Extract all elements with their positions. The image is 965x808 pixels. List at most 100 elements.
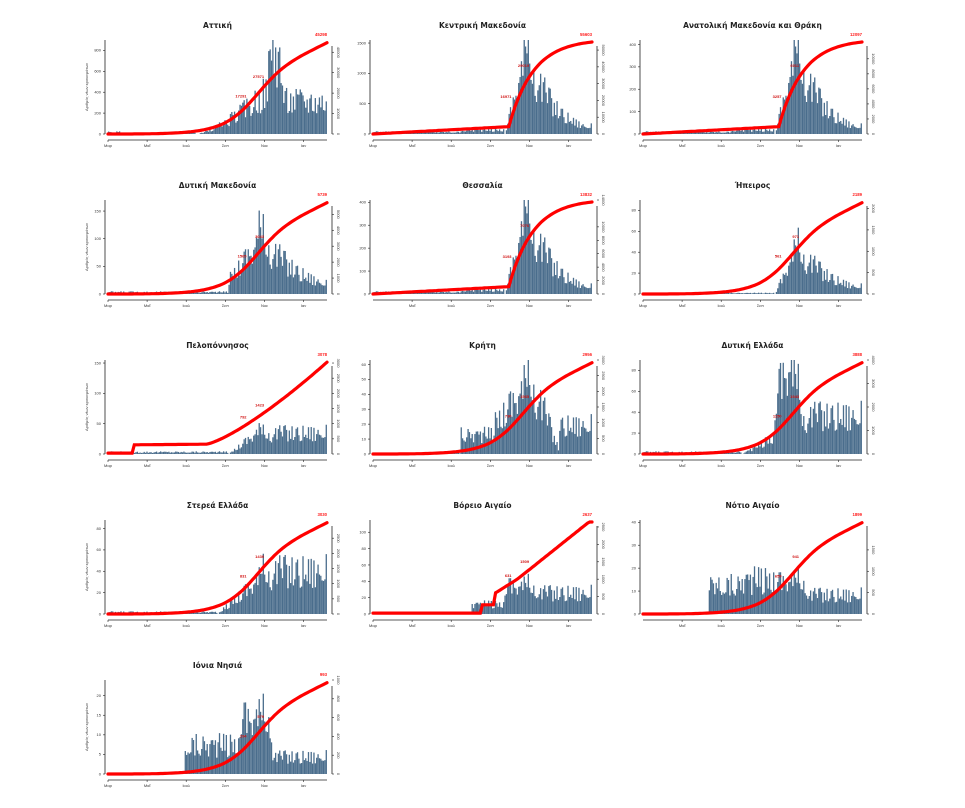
- daily-bar: [848, 282, 849, 294]
- daily-bar: [246, 596, 247, 614]
- daily-bar: [202, 291, 203, 294]
- daily-bar: [554, 263, 555, 294]
- daily-bar: [761, 293, 762, 294]
- daily-bar: [208, 132, 209, 134]
- daily-bar: [766, 130, 767, 134]
- daily-bar: [289, 566, 290, 614]
- daily-bar: [323, 761, 324, 774]
- cumulative-mid-label: 971: [792, 234, 799, 239]
- daily-bar: [219, 733, 220, 774]
- chart-title: Νότιο Αιγαίο: [726, 501, 780, 510]
- daily-bar: [548, 88, 549, 134]
- daily-bar: [296, 753, 297, 774]
- daily-bar: [223, 291, 224, 294]
- x-tick-label: Σεπ: [487, 463, 494, 468]
- daily-bar: [267, 257, 268, 294]
- daily-bar: [537, 597, 538, 614]
- daily-bar: [492, 443, 493, 454]
- daily-bar: [146, 452, 147, 454]
- daily-bar: [271, 590, 272, 614]
- daily-bar: [839, 122, 840, 134]
- daily-bar: [522, 399, 523, 454]
- daily-bar: [563, 117, 564, 134]
- daily-bar: [264, 721, 265, 774]
- daily-bar: [584, 127, 585, 134]
- daily-bar: [280, 257, 281, 294]
- daily-bar: [817, 273, 818, 294]
- daily-bar: [215, 292, 216, 294]
- daily-bar: [850, 288, 851, 294]
- daily-bar: [324, 579, 325, 614]
- cumulative-mid-label: 730: [505, 414, 512, 419]
- daily-bar: [840, 121, 841, 134]
- daily-bar: [153, 453, 154, 454]
- daily-bar: [519, 77, 520, 134]
- daily-bar: [722, 133, 723, 134]
- daily-bar: [711, 580, 712, 614]
- daily-bar: [193, 133, 194, 134]
- daily-bar: [857, 424, 858, 454]
- daily-bar: [559, 597, 560, 614]
- daily-bar: [511, 417, 512, 454]
- daily-bar: [237, 755, 238, 774]
- daily-bar: [806, 102, 807, 134]
- daily-bar: [304, 101, 305, 134]
- left-tick-label: 100: [359, 268, 366, 273]
- daily-bar: [297, 94, 298, 134]
- daily-bar: [285, 91, 286, 134]
- daily-bar: [267, 583, 268, 614]
- daily-bar: [713, 583, 714, 614]
- daily-bar: [270, 49, 271, 134]
- daily-bar: [796, 248, 797, 294]
- daily-bar: [552, 442, 553, 454]
- daily-bar: [306, 761, 307, 774]
- left-tick-label: 500: [359, 101, 366, 106]
- daily-bar: [789, 582, 790, 614]
- daily-bar: [186, 453, 187, 454]
- x-tick-label: Μαΐ: [679, 143, 687, 148]
- daily-bar: [212, 452, 213, 454]
- daily-bar: [483, 433, 484, 454]
- daily-bar: [323, 581, 324, 614]
- daily-bar: [550, 585, 551, 614]
- right-tick-label: 600: [336, 714, 341, 721]
- daily-bar: [435, 293, 436, 294]
- right-tick-label: 0: [871, 613, 876, 616]
- daily-bar: [137, 452, 138, 454]
- daily-bar: [465, 292, 466, 294]
- right-tick-label: 1000: [336, 676, 341, 686]
- cumulative-mid-label: 1430: [255, 554, 265, 559]
- left-tick-label: 100: [94, 236, 101, 241]
- daily-bar: [787, 591, 788, 614]
- x-tick-label: Μαΐ: [679, 623, 687, 628]
- daily-bar: [144, 452, 145, 454]
- right-tick-label: 3000: [601, 356, 606, 366]
- daily-bar: [241, 447, 242, 454]
- chart-svg: Ανατολική Μακεδονία και Θράκη01002003004…: [617, 18, 879, 168]
- daily-bar: [446, 132, 447, 134]
- daily-bar: [855, 127, 856, 134]
- left-tick-label: 0: [99, 451, 102, 456]
- daily-bar: [533, 586, 534, 614]
- left-tick-label: 60: [632, 229, 637, 234]
- daily-bar: [811, 601, 812, 614]
- left-tick-label: 400: [94, 90, 101, 95]
- daily-bar: [268, 51, 269, 134]
- daily-bar: [822, 431, 823, 454]
- daily-bar: [566, 436, 567, 454]
- daily-bar: [156, 452, 157, 454]
- daily-bar: [571, 598, 572, 614]
- x-tick-label: Ιουλ: [182, 303, 190, 308]
- daily-bar: [306, 100, 307, 134]
- x-tick-label: Μαρ: [104, 303, 113, 308]
- daily-bar: [297, 266, 298, 294]
- daily-bar: [828, 282, 829, 294]
- left-tick-label: 20: [632, 565, 637, 570]
- daily-bar: [202, 133, 203, 134]
- daily-bar: [252, 594, 253, 614]
- daily-bar: [574, 126, 575, 134]
- daily-bar: [519, 586, 520, 614]
- daily-bar: [815, 93, 816, 134]
- daily-bar: [470, 438, 471, 454]
- daily-bar: [474, 130, 475, 134]
